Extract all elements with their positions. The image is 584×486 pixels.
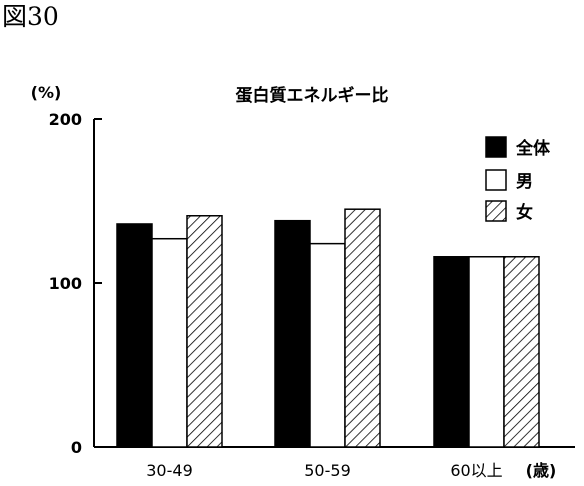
y-axis-label: (%) [31,83,62,102]
y-tick-label: 200 [49,110,82,129]
legend-label: 男 [516,172,533,192]
bar-男-30-49 [151,237,188,448]
y-tick-label: 0 [71,438,82,457]
x-tick-label: 50-59 [304,461,351,480]
x-tick-label: 30-49 [146,461,193,480]
x-axis-unit-label: (歳) [526,461,557,480]
x-tick-label: 60以上 [450,461,502,480]
bar-男-50-59 [309,242,346,448]
bar-女-60以上 [503,256,540,448]
bar-全体-60以上 [433,256,470,448]
legend-swatch-女 [485,200,507,222]
y-tick-label: 100 [49,274,82,293]
legend-swatch-全体 [485,136,507,158]
legend-label: 女 [516,202,533,223]
bar-全体-30-49 [116,223,153,448]
bar-全体-50-59 [274,219,311,448]
figure-label: 図30 [2,2,59,31]
bar-男-60以上 [468,256,505,448]
legend-swatch-男 [485,169,507,191]
bar-女-50-59 [344,208,381,448]
bar-女-30-49 [186,215,223,448]
chart-title: 蛋白質エネルギー比 [236,85,389,106]
legend-label: 全体 [515,138,551,159]
